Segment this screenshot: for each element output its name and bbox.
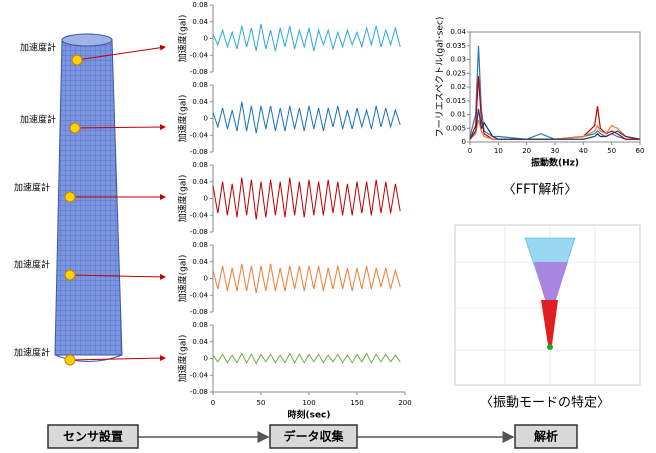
- sensor-label: 加速度計: [20, 42, 56, 54]
- x-tick-label: 50: [607, 147, 616, 155]
- y-axis-label: 加速度(gal): [177, 335, 189, 383]
- y-axis-label: フーリエスペクトル(gal･sec): [435, 17, 446, 138]
- mode-image: [455, 225, 640, 385]
- signal-line: [213, 24, 400, 51]
- x-tick-label: 200: [398, 399, 411, 407]
- y-tick-label: -0.08: [190, 388, 208, 396]
- y-tick-label: 0.03: [450, 56, 466, 64]
- flow-label: センサ設置: [63, 429, 123, 444]
- y-tick-label: 0: [462, 138, 466, 146]
- sensor-dot: [65, 270, 75, 280]
- sensor-dot: [65, 355, 75, 365]
- x-tick-label: 40: [579, 147, 588, 155]
- signal-line: [213, 264, 400, 293]
- y-tick-label: 0.035: [446, 42, 466, 50]
- sensor-label: 加速度計: [20, 114, 56, 126]
- y-tick-label: 0: [204, 195, 208, 203]
- sensor-dot: [72, 55, 82, 65]
- plot-frame: [470, 32, 640, 142]
- y-axis-label: 加速度(gal): [177, 255, 189, 303]
- y-axis-label: 加速度(gal): [177, 95, 189, 143]
- signal-line: [213, 102, 400, 133]
- x-axis-label: 振動数(Hz): [531, 157, 579, 169]
- sensor-label: 加速度計: [14, 259, 50, 271]
- y-tick-label: -0.04: [190, 51, 209, 59]
- y-tick-label: -0.08: [190, 68, 208, 76]
- y-tick-label: 0.08: [192, 321, 208, 329]
- y-tick-label: 0.08: [192, 1, 208, 9]
- x-tick-label: 100: [302, 399, 315, 407]
- x-tick-label: 60: [636, 147, 645, 155]
- spectrum-line: [470, 76, 640, 139]
- y-tick-label: -0.04: [190, 291, 209, 299]
- sensor-dot: [65, 192, 75, 202]
- y-tick-label: 0.08: [192, 161, 208, 169]
- spectrum-line: [470, 46, 640, 140]
- y-tick-label: 0.04: [192, 178, 208, 186]
- y-tick-label: 0.04: [192, 338, 208, 346]
- x-tick-label: 150: [350, 399, 363, 407]
- y-tick-label: -0.04: [190, 371, 209, 379]
- y-tick-label: 0.015: [446, 97, 466, 105]
- x-tick-label: 20: [522, 147, 531, 155]
- y-tick-label: -0.08: [190, 148, 208, 156]
- y-tick-label: 0: [204, 115, 208, 123]
- sensor-label: 加速度計: [14, 347, 50, 359]
- y-tick-label: 0.025: [446, 69, 466, 77]
- y-tick-label: 0.04: [192, 98, 208, 106]
- x-tick-label: 10: [494, 147, 503, 155]
- y-tick-label: 0: [204, 355, 208, 363]
- y-tick-label: 0.04: [192, 18, 208, 26]
- y-tick-label: 0.01: [450, 111, 466, 119]
- x-tick-label: 0: [211, 399, 215, 407]
- y-tick-label: 0: [204, 35, 208, 43]
- signal-line: [213, 353, 400, 363]
- y-tick-label: -0.08: [190, 308, 208, 316]
- y-tick-label: 0.02: [450, 83, 466, 91]
- y-tick-label: 0: [204, 275, 208, 283]
- y-tick-label: 0.04: [192, 258, 208, 266]
- y-tick-label: 0.08: [192, 241, 208, 249]
- caption: 〈FFT解析〉: [503, 183, 578, 198]
- y-axis-label: 加速度(gal): [177, 175, 189, 223]
- flow-label: データ収集: [283, 429, 344, 444]
- y-tick-label: 0.08: [192, 81, 208, 89]
- sensor-arrow: [70, 358, 165, 360]
- x-tick-label: 50: [257, 399, 266, 407]
- y-tick-label: -0.04: [190, 211, 209, 219]
- y-tick-label: 0.04: [450, 28, 466, 36]
- x-tick-label: 30: [551, 147, 560, 155]
- sensor-dot: [70, 123, 80, 133]
- signal-line: [213, 178, 400, 220]
- caption: 〈振動モードの特定〉: [480, 396, 610, 411]
- x-axis-label: 時刻(sec): [287, 409, 330, 421]
- flow-label: 解析: [534, 429, 558, 444]
- y-tick-label: -0.04: [190, 131, 209, 139]
- sensor-label: 加速度計: [14, 182, 50, 194]
- y-tick-label: -0.08: [190, 228, 208, 236]
- y-axis-label: 加速度(gal): [177, 15, 189, 63]
- x-tick-label: 0: [468, 147, 472, 155]
- figure: 加速度計加速度計加速度計加速度計加速度計0.080.040-0.04-0.08加…: [0, 0, 656, 453]
- y-tick-label: 0.005: [446, 124, 466, 132]
